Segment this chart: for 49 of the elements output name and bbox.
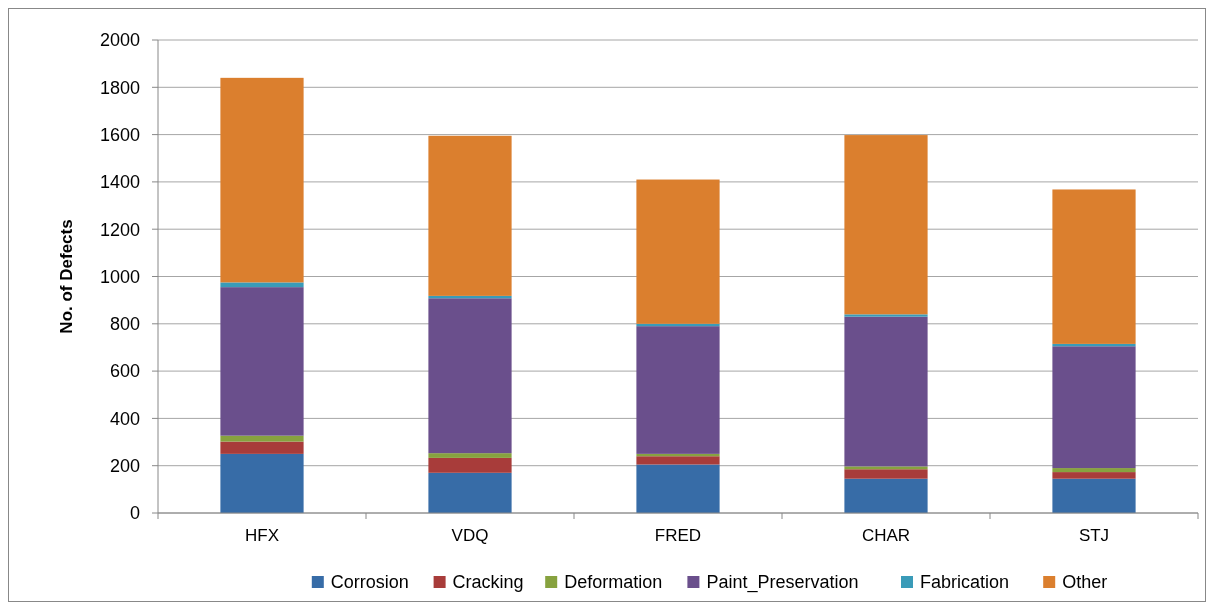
legend-label: Cracking xyxy=(452,572,524,592)
y-tick-label: 1400 xyxy=(99,172,140,193)
x-tick-label: VDQ xyxy=(451,526,489,545)
bar xyxy=(220,282,304,288)
bar xyxy=(844,135,928,315)
bar xyxy=(1052,478,1136,513)
bar xyxy=(1052,472,1136,479)
bar xyxy=(844,478,928,513)
y-tick-label: 400 xyxy=(109,408,140,429)
bar xyxy=(844,314,928,317)
x-tick-label: STJ xyxy=(1078,526,1110,545)
legend-label: Corrosion xyxy=(330,572,409,592)
y-tick-label: 1600 xyxy=(99,124,140,145)
x-tick-label: CHAR xyxy=(861,526,911,545)
bar xyxy=(220,77,304,283)
bar xyxy=(220,453,304,513)
bar xyxy=(844,316,928,467)
bar xyxy=(636,464,720,513)
bar xyxy=(220,287,304,436)
legend-label: Other xyxy=(1062,572,1108,592)
bar xyxy=(220,435,304,442)
legend-label: Paint_Preservation xyxy=(706,572,859,593)
y-tick-label: 1800 xyxy=(99,77,140,98)
y-tick-label: 600 xyxy=(109,361,140,382)
bar xyxy=(428,472,512,513)
y-tick-label: 1000 xyxy=(99,266,140,287)
bar xyxy=(428,457,512,473)
y-tick-label: 800 xyxy=(109,314,140,335)
y-tick-label: 2000 xyxy=(99,30,140,51)
bar xyxy=(428,453,512,458)
bar xyxy=(1052,189,1136,344)
bar xyxy=(844,469,928,479)
y-tick-label: 0 xyxy=(129,503,140,524)
y-axis-title: No. of Defects xyxy=(57,219,76,334)
bar xyxy=(1052,468,1136,473)
bar xyxy=(844,466,928,470)
x-tick-label: HFX xyxy=(245,526,279,545)
bar xyxy=(636,179,720,324)
legend-label: Deformation xyxy=(564,572,663,592)
bar xyxy=(428,298,512,454)
bar xyxy=(428,135,512,296)
bar xyxy=(1052,346,1136,469)
bar xyxy=(636,326,720,454)
legend-label: Fabrication xyxy=(920,572,1010,592)
bar xyxy=(636,456,720,465)
x-tick-label: FRED xyxy=(654,526,702,545)
y-tick-label: 1200 xyxy=(99,219,140,240)
y-tick-label: 200 xyxy=(109,456,140,476)
bar xyxy=(220,441,304,454)
